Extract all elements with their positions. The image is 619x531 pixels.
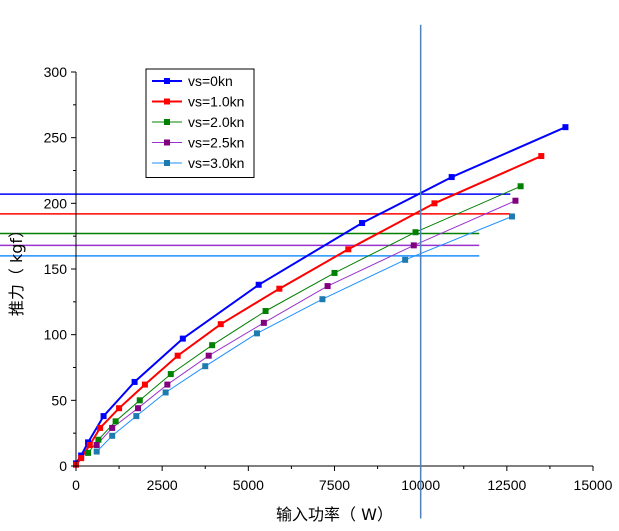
data-point	[412, 229, 419, 236]
legend-marker	[164, 160, 170, 166]
series-markers	[73, 124, 569, 468]
y-tick-label: 100	[44, 327, 68, 343]
data-point	[205, 352, 212, 359]
data-point	[135, 405, 142, 412]
data-point	[538, 153, 545, 160]
y-tick-label: 200	[44, 195, 68, 211]
data-point	[133, 413, 140, 420]
series-line	[87, 185, 521, 454]
data-point	[93, 441, 100, 448]
data-point	[345, 246, 352, 253]
x-tick-labels: 0 2500 5000 7500 10000 12500 15000	[72, 477, 613, 493]
data-point	[116, 405, 123, 412]
data-point	[136, 397, 143, 404]
data-point	[131, 378, 138, 385]
data-point	[319, 296, 326, 303]
data-point	[512, 197, 519, 204]
data-point	[162, 389, 169, 396]
x-tick-label: 7500	[319, 477, 350, 493]
data-point	[95, 436, 102, 443]
legend-label: vs=2.5kn	[188, 135, 244, 151]
data-point	[85, 449, 92, 456]
data-point	[402, 256, 409, 263]
x-tick-label: 2500	[147, 477, 178, 493]
data-point	[202, 363, 209, 370]
data-point	[253, 330, 260, 337]
data-point	[167, 371, 174, 378]
data-point	[78, 455, 85, 462]
data-point	[324, 283, 331, 290]
data-point	[97, 424, 104, 431]
data-point	[209, 342, 216, 349]
data-point	[509, 213, 516, 220]
data-point	[179, 335, 186, 342]
data-point	[331, 269, 338, 276]
data-point	[164, 381, 171, 388]
legend-marker	[164, 78, 170, 84]
data-point	[141, 381, 148, 388]
data-point	[410, 242, 417, 249]
y-tick-label: 250	[44, 130, 68, 146]
data-point	[517, 183, 524, 190]
data-point	[174, 352, 181, 359]
data-point	[562, 124, 569, 131]
data-point	[359, 220, 366, 227]
y-tick-labels: 0 50 100 150 200 250 300	[44, 64, 68, 474]
series-line	[96, 200, 516, 446]
y-axis-title: 推力（ kgf）	[7, 222, 26, 316]
data-point	[100, 413, 107, 420]
x-tick-label: 15000	[574, 477, 613, 493]
y-tick-label: 300	[44, 64, 68, 80]
data-point	[217, 321, 224, 328]
x-axis-title: 输入功率（ W）	[276, 505, 393, 524]
data-point	[112, 418, 119, 425]
legend-label: vs=1.0kn	[188, 94, 244, 110]
data-point	[109, 424, 116, 431]
series-line	[75, 155, 542, 466]
legend-label: vs=3.0kn	[188, 155, 244, 171]
data-point	[109, 432, 116, 439]
plot-content	[0, 124, 569, 468]
legend-marker	[164, 139, 170, 146]
data-point	[262, 308, 269, 315]
data-point	[255, 281, 262, 288]
series-line	[75, 126, 566, 464]
y-tick-label: 50	[51, 392, 67, 408]
y-tick-label: 150	[44, 261, 68, 277]
x-tick-label: 12500	[487, 477, 526, 493]
data-point	[260, 319, 267, 326]
legend-marker	[164, 119, 170, 125]
series-line	[96, 216, 513, 452]
data-point	[276, 285, 283, 292]
legend-marker	[164, 98, 170, 105]
data-point	[93, 448, 100, 455]
legend: vs=0kn vs=1.0kn vs=2.0kn vs=2.5kn vs=3.0kn	[145, 68, 255, 178]
legend-label: vs=2.0kn	[188, 114, 244, 130]
data-point	[86, 441, 93, 448]
x-tick-label: 5000	[233, 477, 264, 493]
x-tick-label: 0	[72, 477, 80, 493]
legend-label: vs=0kn	[188, 73, 233, 89]
data-point	[448, 174, 455, 181]
y-tick-label: 0	[59, 458, 67, 474]
data-point	[431, 200, 438, 207]
